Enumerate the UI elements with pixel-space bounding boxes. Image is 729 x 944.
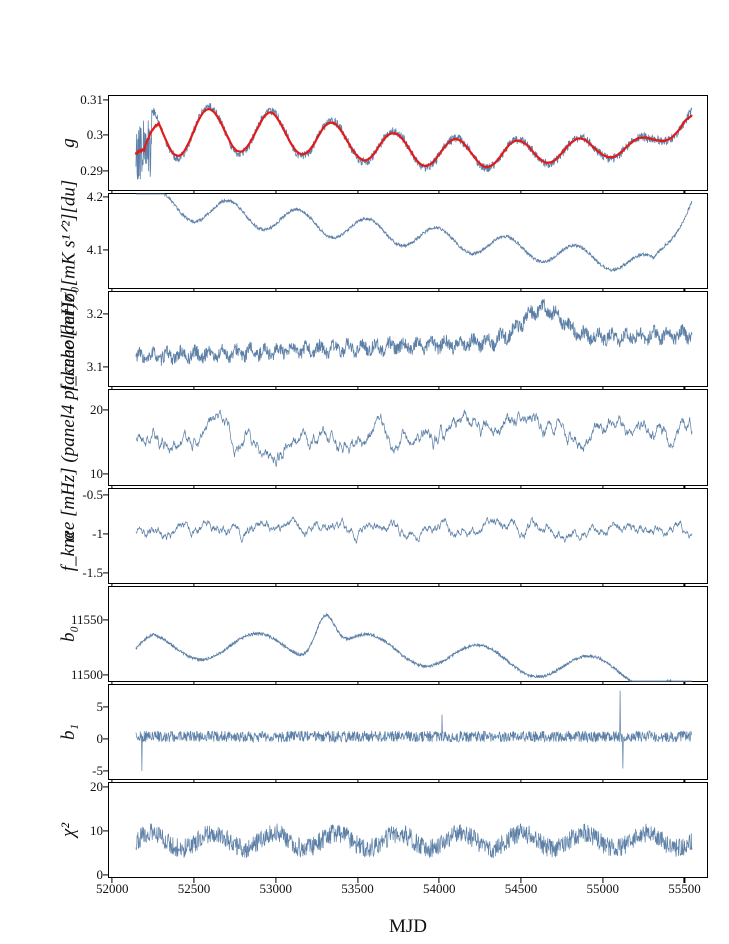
ytick-g-0.29: 0.29 bbox=[80, 163, 103, 179]
ytick-alpha--0.5: -0.5 bbox=[82, 487, 103, 503]
panel-fknee: f_knee [mHz] 3.1 3.2 bbox=[108, 291, 708, 387]
xtick-55500: 55500 bbox=[668, 881, 701, 897]
ylabel-b1: b₁ bbox=[58, 724, 80, 740]
ytick-sigma0-4.2: 4.2 bbox=[87, 189, 103, 205]
plot-svg-g bbox=[109, 96, 707, 190]
ytick-fknee2-20: 20 bbox=[90, 402, 103, 418]
panel-sigma0: σ₀[mK s¹ᐟ²][du] 4.1 4.2 bbox=[108, 193, 708, 289]
xtick-54500: 54500 bbox=[505, 881, 538, 897]
ytick-fknee-3.2: 3.2 bbox=[87, 306, 103, 322]
line-sigma0-sigma0 bbox=[136, 194, 692, 271]
ylabel-alpha: α bbox=[58, 531, 80, 541]
xtick-53500: 53500 bbox=[341, 881, 374, 897]
plot-svg-fknee bbox=[109, 292, 707, 386]
ylabel-g: g bbox=[58, 138, 80, 148]
ytick-g-0.3: 0.3 bbox=[87, 127, 103, 143]
ytick-b0-11550: 11550 bbox=[71, 612, 103, 628]
ytick-b1--5: -5 bbox=[92, 763, 103, 779]
line-fknee-fknee bbox=[136, 300, 692, 366]
ytick-alpha--1: -1 bbox=[92, 526, 103, 542]
plot-svg-chi2 bbox=[109, 783, 707, 877]
panel-fknee2: f_knee [mHz] (panel4 placeholder) 10 20 bbox=[108, 389, 708, 485]
panel-b1: b₁ -5 0 5 bbox=[108, 684, 708, 780]
panel-chi2: χ² 0 10 20 52000 52500 53000 53500 54000 54500 550… bbox=[108, 782, 708, 878]
line-alpha-alpha bbox=[136, 517, 692, 543]
ylabel-b0: b₀ bbox=[58, 626, 80, 642]
xtick-52500: 52500 bbox=[178, 881, 211, 897]
line-g-g_raw bbox=[136, 103, 692, 179]
plot-svg-sigma0 bbox=[109, 194, 707, 288]
plot-svg-b1 bbox=[109, 685, 707, 779]
panel-alpha: α -1.5 -1 -0.5 bbox=[108, 488, 708, 584]
ytick-chi2-20: 20 bbox=[90, 779, 103, 795]
plot-svg-alpha bbox=[109, 489, 707, 583]
ytick-fknee-3.1: 3.1 bbox=[87, 359, 103, 375]
xaxis-label: MJD bbox=[108, 916, 708, 938]
xtick-54000: 54000 bbox=[423, 881, 456, 897]
panel-g: g 0.29 0.3 0.31 bbox=[108, 95, 708, 191]
ytick-chi2-10: 10 bbox=[90, 823, 103, 839]
line-b1-b1 bbox=[136, 690, 692, 770]
panel-b0: b₀ 11500 11550 bbox=[108, 586, 708, 682]
ylabel-sigma0: σ₀[mK s¹ᐟ²][du] bbox=[58, 180, 81, 303]
ytick-sigma0-4.1: 4.1 bbox=[87, 242, 103, 258]
chart-root: g 0.29 0.3 0.31 σ₀[mK s¹ᐟ²][du] 4.1 4.2 f_knee … bbox=[0, 0, 729, 944]
xtick-53000: 53000 bbox=[260, 881, 293, 897]
xtick-55000: 55000 bbox=[586, 881, 619, 897]
ytick-b0-11500: 11500 bbox=[71, 667, 103, 683]
ytick-alpha--1.5: -1.5 bbox=[82, 565, 103, 581]
line-b0-b0 bbox=[136, 614, 692, 681]
ytick-g-0.31: 0.31 bbox=[80, 92, 103, 108]
line-fknee2-fknee2 bbox=[136, 411, 692, 467]
xtick-52000: 52000 bbox=[96, 881, 129, 897]
ylabel-chi2: χ² bbox=[58, 823, 80, 837]
plot-svg-fknee2 bbox=[109, 390, 707, 484]
plot-svg-b0 bbox=[109, 587, 707, 681]
line-chi2-chi2 bbox=[136, 823, 692, 857]
ytick-fknee2-10: 10 bbox=[90, 466, 103, 482]
